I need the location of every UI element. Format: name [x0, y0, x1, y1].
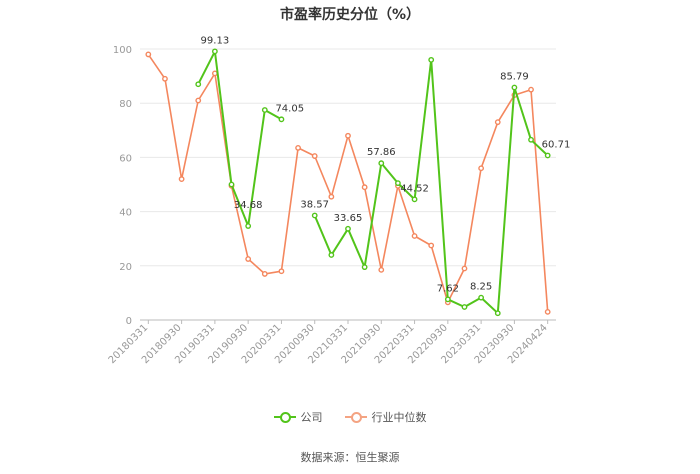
- data-label: 34.68: [234, 200, 263, 211]
- data-point: [428, 56, 435, 63]
- data-point: [278, 116, 285, 123]
- data-point: [511, 84, 518, 91]
- data-point: [461, 265, 468, 272]
- legend-label-company: 公司: [300, 411, 323, 424]
- data-point: [544, 152, 551, 159]
- data-point: [395, 180, 401, 187]
- data-label: 99.13: [201, 35, 230, 46]
- data-point: [461, 304, 468, 310]
- data-label: 57.86: [367, 147, 396, 158]
- y-tick-label: 60: [119, 153, 132, 164]
- data-label: 44.52: [400, 183, 429, 194]
- data-point: [261, 107, 268, 113]
- data-source: 数据来源：恒生聚源: [300, 451, 400, 464]
- data-point: [211, 48, 218, 55]
- data-label: 60.71: [542, 139, 571, 150]
- chart-title: 市盈率历史分位（%）: [279, 7, 421, 23]
- legend-label-industry-median: 行业中位数: [371, 411, 427, 424]
- data-point: [195, 97, 202, 104]
- data-point: [428, 242, 435, 249]
- data-point: [278, 268, 285, 275]
- axes: 0204060801002018033120180930201903312019…: [107, 45, 556, 366]
- data-point: [378, 266, 385, 273]
- data-label: 7.62: [437, 283, 459, 294]
- legend-item-industry-median[interactable]: 行业中位数: [344, 409, 427, 425]
- data-point: [378, 160, 385, 167]
- data-point: [361, 264, 368, 271]
- y-tick-label: 0: [126, 316, 132, 327]
- series-company: [195, 48, 551, 317]
- data-point: [444, 296, 451, 303]
- data-point: [478, 294, 485, 301]
- data-label: 74.05: [275, 103, 304, 114]
- data-point: [345, 132, 351, 139]
- legend: 公司 行业中位数: [0, 408, 700, 426]
- data-point: [328, 252, 335, 258]
- data-point: [228, 181, 235, 188]
- data-point: [494, 310, 501, 317]
- series-industry-median: [145, 51, 551, 315]
- data-point: [245, 223, 252, 229]
- series-line: [197, 50, 549, 315]
- data-point: [528, 86, 534, 93]
- legend-item-company[interactable]: 公司: [273, 409, 323, 425]
- data-labels: 99.13 34.68 74.05 38.57 33.65 57.86 44.52 7.62 8…: [201, 35, 571, 294]
- grid-lines: [140, 48, 556, 267]
- data-point: [528, 136, 534, 143]
- data-point: [494, 119, 501, 126]
- data-point: [162, 75, 168, 82]
- data-point: [328, 193, 335, 200]
- series-lines: [145, 48, 551, 317]
- y-tick-label: 40: [119, 208, 132, 219]
- data-point: [345, 225, 351, 232]
- data-label: 38.57: [300, 199, 329, 210]
- data-point: [544, 308, 551, 315]
- y-tick-label: 100: [113, 45, 132, 56]
- y-tick-label: 20: [119, 262, 132, 273]
- data-point: [311, 212, 318, 219]
- data-point: [411, 233, 418, 239]
- legend-marker-industry-median: [344, 411, 367, 423]
- data-label: 85.79: [500, 72, 529, 83]
- data-point: [195, 81, 202, 88]
- series-line: [147, 53, 549, 312]
- data-point: [361, 184, 368, 191]
- data-point: [261, 271, 268, 277]
- data-point: [211, 70, 218, 77]
- data-label: 8.25: [470, 282, 492, 293]
- y-tick-label: 80: [119, 99, 132, 110]
- data-point: [145, 51, 152, 58]
- data-point: [478, 165, 485, 172]
- data-point: [311, 153, 318, 159]
- legend-marker-company: [273, 411, 296, 423]
- data-point: [178, 176, 185, 182]
- data-point: [245, 256, 252, 262]
- data-point: [295, 145, 301, 151]
- data-point: [411, 196, 418, 203]
- data-label: 33.65: [334, 213, 363, 224]
